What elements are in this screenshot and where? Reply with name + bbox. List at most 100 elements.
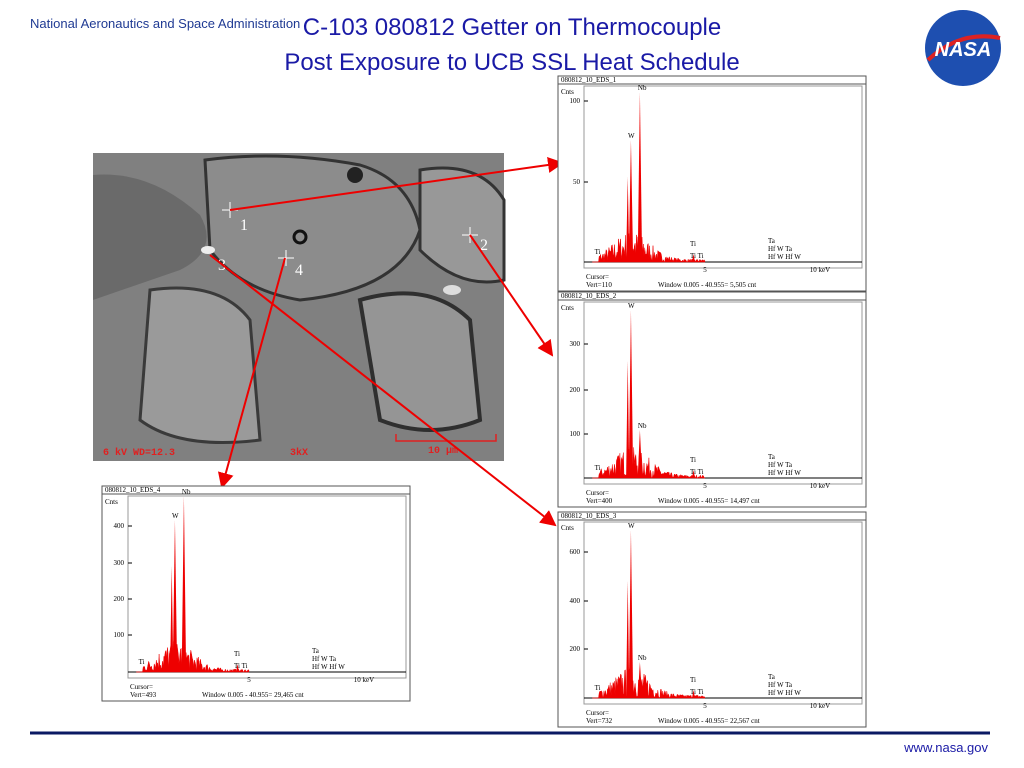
peak-label: Ti [139,658,145,666]
peak [170,565,174,672]
y-label: Cnts [561,304,574,312]
line-label: Hf W Hf W [768,253,801,261]
sem-point-label: 4 [295,262,303,279]
cursor: Cursor= [130,683,153,691]
x-tick-label: 5 [247,676,251,684]
peak-label: Nb [638,84,647,92]
line-label: Ti Ti [234,662,248,670]
peak [637,662,643,698]
plot-frame [583,85,863,269]
line-label: Ti [690,676,696,684]
y-tick-label: 200 [570,645,581,653]
cursor: Cursor= [586,709,609,717]
spectrum-trace [136,641,250,673]
window: Window 0.005 - 40.955= 14,497 cnt [658,497,760,505]
line-label: Hf W Hf W [768,689,801,697]
spectrum-trace [592,233,706,263]
line-label: Ta [768,673,776,681]
sem-point-label: 1 [240,217,248,234]
x-tick-label: 5 [703,266,707,274]
eds-spectrum: 080812_10_EDS_4 Cnts 400 300 200 100 5 10 keV Nb… [101,485,411,702]
peak-label: W [628,522,635,530]
line-label: Hf W Ta [768,681,793,689]
peak [692,690,695,698]
x-tick-label: 10 keV [354,676,374,684]
vert: Vert=110 [586,281,612,289]
peak-label: Ti [595,248,601,256]
vert: Vert=732 [586,717,613,725]
sem-scale: 10 µm [428,446,458,457]
spectrum-trace [592,447,706,479]
plot-frame [127,495,407,679]
vert: Vert=400 [586,497,613,505]
peak [637,92,643,262]
peak-label: Nb [638,654,647,662]
cursor: Cursor= [586,489,609,497]
peak [236,664,239,672]
line-label: Hf W Ta [312,655,337,663]
line-label: Ta [312,647,320,655]
eds-spectrum: 080812_10_EDS_2 Cnts 300 200 100 5 10 keV Nb W Ti… [557,291,867,508]
agency: National Aeronautics and Space Administr… [30,16,300,31]
window: Window 0.005 - 40.955= 5,505 cnt [658,281,756,289]
plot-frame [583,521,863,705]
logo-text: NASA [935,39,992,61]
vert: Vert=493 [130,691,157,699]
line-label: Hf W Hf W [312,663,345,671]
y-label: Cnts [561,88,574,96]
y-tick-label: 300 [570,340,581,348]
y-tick-label: 100 [570,97,581,105]
y-tick-label: 200 [114,595,125,603]
window: Window 0.005 - 40.955= 29,465 cnt [202,691,304,699]
y-tick-label: 50 [573,178,581,186]
peak-label: W [628,132,635,140]
peak [692,470,695,478]
peak [626,360,630,478]
sem-info: 6 kV WD=12.3 [103,447,175,459]
title: C-103 080812 Getter on Thermocouple [303,14,722,41]
y-tick-label: 200 [570,386,581,394]
y-tick-label: 300 [114,559,125,567]
title: Post Exposure to UCB SSL Heat Schedule [284,49,739,76]
plot-frame [583,301,863,485]
line-label: Ti Ti [690,252,704,260]
peak [637,430,643,478]
line-label: Ti [690,240,696,248]
spectrum-trace [592,668,706,699]
peak [181,496,187,672]
line-label: Ti [690,456,696,464]
y-tick-label: 100 [570,430,581,438]
peak [626,176,630,262]
y-label: Cnts [105,498,118,506]
spectrum-title: 080812_10_EDS_1 [561,76,617,84]
footer-url: www.nasa.gov [903,740,988,755]
arrows [209,157,564,527]
line-label: Ti [234,650,240,658]
eds-spectrum: 080812_10_EDS_3 Cnts 600 400 200 5 10 keV Nb W Ti… [557,511,867,728]
sem-image: 1 2 3 4 6 kV WD=12.3 3kX 10 µm [93,153,506,461]
x-tick-label: 10 keV [810,702,830,710]
line-label: Ta [768,237,776,245]
peak-label: W [172,512,179,520]
peak [628,140,634,262]
peak [628,530,634,698]
peak-label: Ti [595,464,601,472]
y-tick-label: 600 [570,548,581,556]
nasa-logo: NASA [925,10,1001,86]
line-label: Ta [768,453,776,461]
peak-label: W [628,302,635,310]
x-tick-label: 10 keV [810,266,830,274]
peak [626,580,630,698]
peak [692,254,695,262]
y-tick-label: 100 [114,631,125,639]
spectrum-title: 080812_10_EDS_4 [105,486,161,494]
cursor: Cursor= [586,273,609,281]
sem-magnification: 3kX [290,447,308,459]
spectrum-title: 080812_10_EDS_3 [561,512,617,520]
panel [101,485,411,702]
y-tick-label: 400 [114,522,125,530]
line-label: Ti Ti [690,468,704,476]
peak-label: Ti [595,684,601,692]
